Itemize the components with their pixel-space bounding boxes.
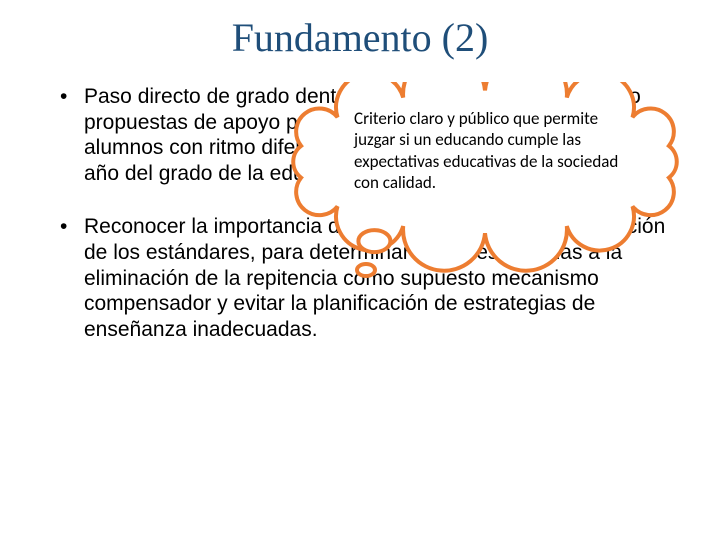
slide: Fundamento (2) Paso directo de grado den… [0,0,720,540]
speech-callout: Criterio claro y público que permite juz… [280,82,690,292]
slide-title: Fundamento (2) [0,0,720,61]
callout-text: Criterio claro y público que permite juz… [354,108,634,193]
